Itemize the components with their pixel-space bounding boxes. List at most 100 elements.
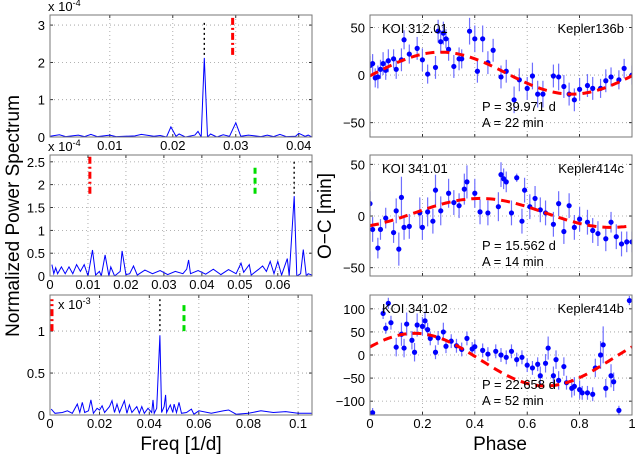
data-point: [603, 78, 609, 84]
y-tick-label: 0.5: [27, 246, 45, 261]
planet-label: Kepler414c: [558, 161, 624, 176]
data-point: [485, 210, 491, 216]
data-point: [390, 56, 397, 62]
data-point: [422, 318, 428, 324]
planet-label: Kepler414b: [558, 301, 625, 316]
x-tick-label: 0: [366, 416, 373, 431]
data-point: [561, 363, 567, 370]
data-point: [550, 221, 557, 227]
x-tick-label: 0.02: [87, 416, 112, 431]
panel-oc1: −50 0 50 KOI 312.01 Kepler136b P = 39.971 dA …: [343, 14, 633, 138]
data-point: [485, 351, 491, 357]
data-point: [461, 186, 467, 192]
axis-multiplier: x 10-3: [58, 296, 91, 312]
y-tick-label: 2: [38, 55, 45, 70]
data-point: [472, 344, 478, 350]
data-point: [388, 320, 394, 326]
y-tick-label: 0: [38, 408, 45, 423]
data-point: [545, 345, 551, 351]
data-point: [535, 91, 541, 97]
data-point: [438, 208, 444, 214]
amplitude-label: A = 14 min: [482, 254, 544, 269]
x-tick-label: 0.03: [223, 138, 248, 153]
plot-area: [51, 155, 312, 276]
data-point: [577, 86, 583, 92]
data-point: [383, 325, 389, 331]
data-point: [590, 391, 596, 397]
data-point: [556, 201, 562, 207]
data-point: [401, 37, 407, 43]
data-point: [404, 321, 410, 327]
data-point: [401, 224, 407, 230]
x-tick-label: 0.02: [160, 138, 185, 153]
data-point: [629, 239, 632, 245]
data-point: [540, 91, 546, 97]
planet-label: Kepler136b: [558, 21, 625, 36]
plot-frame: [369, 14, 633, 138]
data-point: [443, 343, 449, 349]
x-tick-label: 0.08: [236, 416, 261, 431]
data-point: [443, 36, 449, 42]
data-point: [419, 57, 425, 63]
x-tick-label: 0.8: [571, 416, 589, 431]
plot-frame: [369, 154, 633, 277]
data-point: [508, 210, 515, 216]
power-spectrum-line: [50, 57, 312, 137]
data-point: [440, 329, 446, 335]
data-point: [480, 36, 486, 42]
sinusoid-fit-line: [370, 50, 632, 96]
y-tick-label: −50: [343, 261, 365, 276]
data-point: [608, 74, 614, 80]
data-point: [495, 204, 501, 210]
y-tick-label: −50: [343, 371, 365, 386]
data-point: [608, 373, 614, 379]
data-point: [411, 349, 418, 355]
amplitude-label: A = 52 min: [482, 393, 544, 408]
x-tick-label: 0.01: [75, 277, 100, 292]
x-tick-label: 0.04: [286, 138, 311, 153]
data-point: [435, 335, 441, 341]
plot-frame: [49, 294, 313, 416]
data-point: [537, 373, 543, 379]
y-tick-label: 0: [358, 68, 365, 83]
data-point: [419, 224, 425, 230]
data-point: [406, 51, 412, 57]
data-point: [511, 97, 517, 103]
data-point: [427, 335, 433, 341]
data-point: [419, 323, 425, 329]
data-point: [556, 377, 562, 383]
data-point: [398, 194, 405, 201]
data-point: [480, 347, 486, 353]
data-point: [446, 190, 452, 196]
x-tick-label: 0.4: [466, 416, 484, 431]
data-point: [498, 172, 504, 178]
data-point: [432, 349, 439, 355]
data-point: [524, 85, 530, 91]
data-point: [370, 61, 376, 67]
data-point: [537, 207, 543, 213]
data-point: [464, 179, 470, 185]
data-point: [503, 179, 509, 185]
data-point: [464, 335, 470, 341]
data-point: [446, 46, 452, 52]
data-point: [519, 218, 525, 224]
period-label: P = 22.658 d: [482, 377, 556, 392]
data-point: [385, 58, 391, 64]
sinusoid-fit-line: [370, 331, 632, 388]
data-point: [414, 45, 420, 51]
data-point: [550, 73, 557, 79]
data-point: [432, 64, 439, 71]
data-point: [618, 241, 625, 247]
data-point: [595, 230, 601, 237]
data-point: [425, 327, 431, 333]
data-point: [603, 385, 609, 391]
data-point: [521, 187, 528, 193]
data-point: [519, 354, 525, 360]
data-point: [611, 379, 617, 385]
data-point: [584, 390, 591, 396]
data-point: [459, 56, 465, 62]
period-label: P = 15.562 d: [482, 238, 556, 253]
data-point: [590, 85, 596, 91]
data-point: [466, 28, 473, 34]
